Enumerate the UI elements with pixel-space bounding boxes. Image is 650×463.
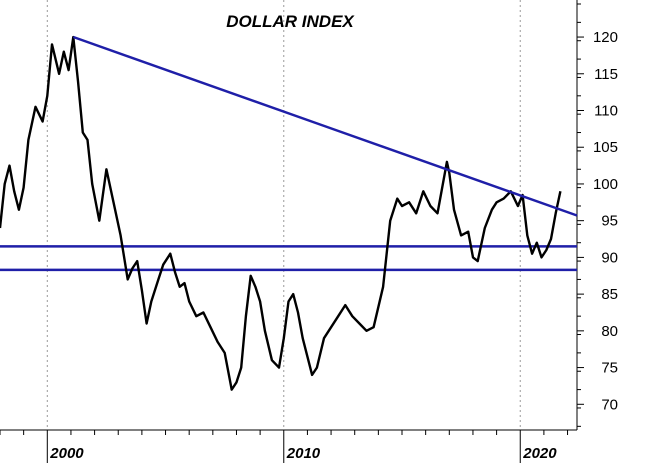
y-tick-label-110: 110 xyxy=(594,103,618,120)
y-tick-label-105: 105 xyxy=(593,139,618,156)
y-tick-label-90: 90 xyxy=(601,249,618,266)
y-tick-label-115: 115 xyxy=(594,66,618,83)
y-tick-label-70: 70 xyxy=(601,396,618,413)
x-tick-label-2020: 2020 xyxy=(522,445,557,462)
y-axis-ticks: 70 75 80 85 90 95 100 105 110 115 120 xyxy=(577,3,618,427)
dollar-index-line-1 xyxy=(0,35,562,391)
chart-title: DOLLAR INDEX xyxy=(226,12,355,31)
x-tick-label-2010: 2010 xyxy=(286,445,321,462)
y-tick-label-100: 100 xyxy=(593,176,618,193)
x-tick-label-2000: 2000 xyxy=(49,445,84,462)
y-tick-label-85: 85 xyxy=(601,286,618,303)
vertical-gridlines xyxy=(46,0,521,430)
trendline-layer xyxy=(72,35,578,217)
y-tick-label-75: 75 xyxy=(601,360,618,377)
x-axis-ticks: 2000 2010 2020 xyxy=(0,430,569,463)
support-lines xyxy=(0,245,577,272)
y-tick-label-80: 80 xyxy=(601,323,618,340)
y-tick-label-120: 120 xyxy=(593,29,618,46)
y-tick-label-95: 95 xyxy=(601,213,618,230)
resistance-trendline xyxy=(72,35,578,217)
series-layer xyxy=(0,35,562,391)
